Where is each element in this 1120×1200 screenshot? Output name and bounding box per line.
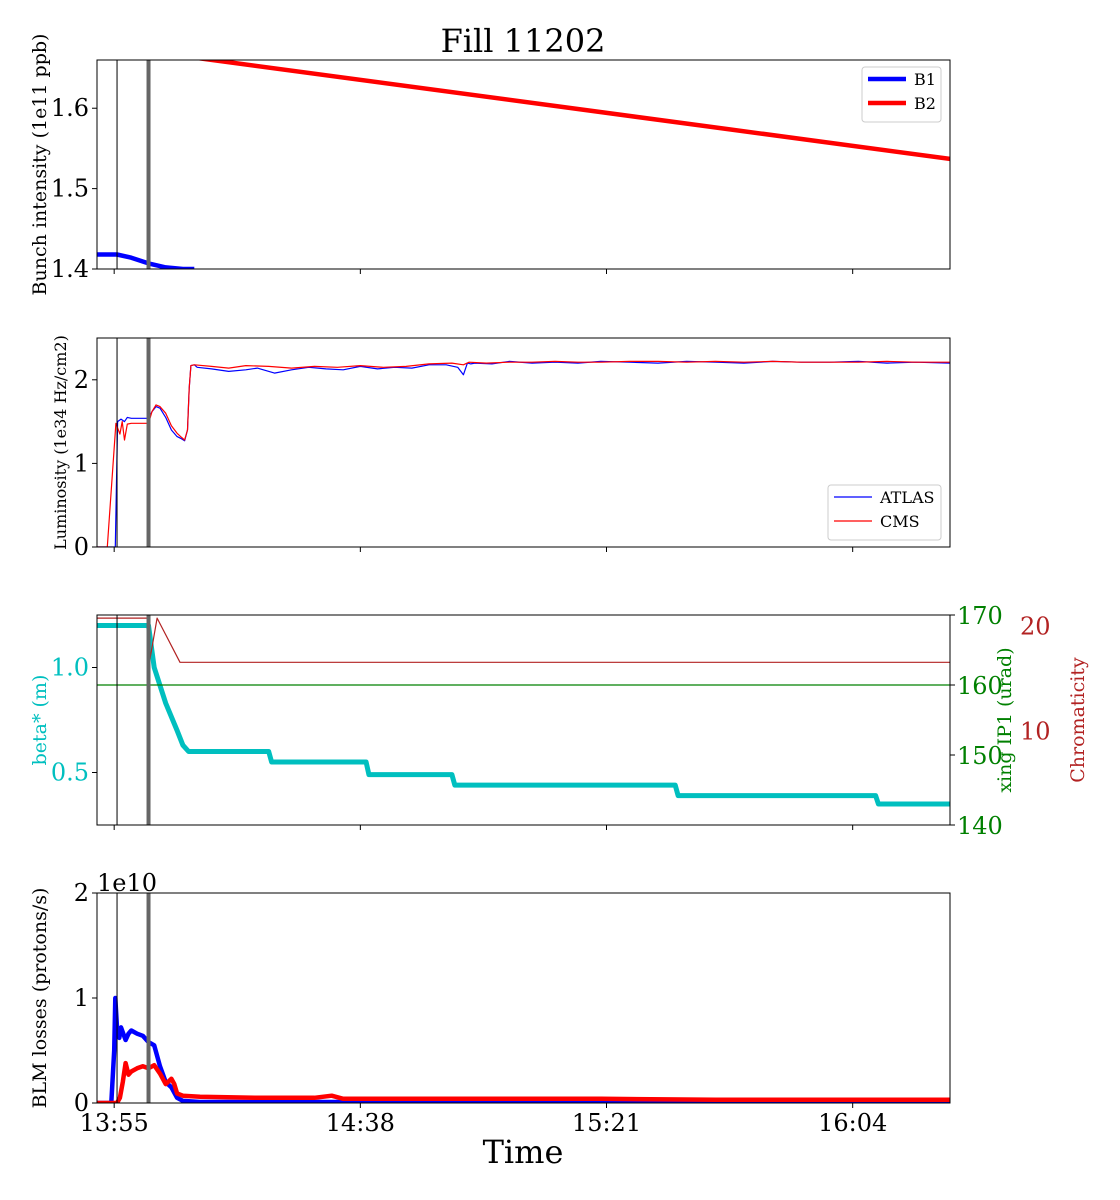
y-tick-label: 1 bbox=[74, 984, 89, 1012]
legend-label-cms: CMS bbox=[880, 512, 920, 531]
series-line-b2 bbox=[195, 60, 950, 162]
panel-4: 13:55 14:38 15:21 16:04 0 1 2 BLM losses (proto… bbox=[29, 869, 951, 1137]
legend-label-b2: B2 bbox=[914, 94, 936, 113]
legend-label-b1: B1 bbox=[914, 70, 936, 89]
xing-tick-label: 150 bbox=[957, 742, 1003, 770]
plot-area bbox=[97, 360, 950, 547]
axes-frame bbox=[96, 337, 951, 548]
x-tick-label: 16:04 bbox=[818, 1109, 887, 1137]
plot-area bbox=[97, 617, 950, 807]
xing-tick-label: 140 bbox=[957, 812, 1003, 840]
figure-title: Fill 11202 bbox=[441, 22, 606, 60]
series-line-b1 bbox=[97, 995, 950, 1103]
series-line-beta- bbox=[97, 623, 950, 807]
plot-area bbox=[97, 995, 950, 1103]
y-tick-label: 1.4 bbox=[51, 255, 89, 283]
series-line-cms bbox=[97, 360, 950, 547]
y-axis-label: Luminosity (1e34 Hz/cm2) bbox=[51, 335, 70, 550]
series-line-b2 bbox=[97, 1060, 950, 1103]
y-tick-label: 1.0 bbox=[51, 654, 89, 682]
axes-frame bbox=[96, 59, 951, 270]
legend-label-atlas: ATLAS bbox=[879, 488, 935, 507]
y-tick-label: 1 bbox=[74, 449, 89, 477]
axes-frame bbox=[96, 614, 951, 826]
y-tick-label: 2 bbox=[74, 366, 89, 394]
y-tick-label: 2 bbox=[74, 879, 89, 907]
chroma-tick-label: 10 bbox=[1020, 718, 1051, 746]
series-line-atlas bbox=[97, 360, 950, 547]
xing-tick-label: 160 bbox=[957, 672, 1003, 700]
y-tick-label: 0.5 bbox=[51, 759, 89, 787]
xing-axis-label: xing IP1 (urad) bbox=[994, 647, 1016, 792]
y-offset-text: 1e10 bbox=[97, 869, 157, 897]
legend-box bbox=[827, 484, 942, 541]
y-tick-label: 1.6 bbox=[51, 94, 89, 122]
y-axis-label: Bunch intensity (1e11 ppb) bbox=[29, 34, 51, 296]
series-line-chromaticity bbox=[97, 617, 950, 669]
x-axis-label: Time bbox=[483, 1133, 564, 1171]
x-tick-label: 15:21 bbox=[572, 1109, 641, 1137]
y-tick-label: 0 bbox=[74, 533, 89, 561]
y-tick-label: 0 bbox=[74, 1089, 89, 1117]
y-axis-label: beta* (m) bbox=[29, 675, 51, 766]
legend: ATLAS CMS bbox=[827, 484, 942, 541]
y-axis-label: BLM losses (protons/s) bbox=[29, 888, 51, 1109]
chroma-tick-label: 20 bbox=[1020, 613, 1051, 641]
xing-tick-label: 170 bbox=[957, 602, 1003, 630]
y-tick-label: 1.5 bbox=[51, 175, 89, 203]
chroma-axis-label: Chromaticity bbox=[1067, 657, 1089, 783]
x-tick-label: 13:55 bbox=[80, 1109, 149, 1137]
x-tick-label: 14:38 bbox=[326, 1109, 395, 1137]
